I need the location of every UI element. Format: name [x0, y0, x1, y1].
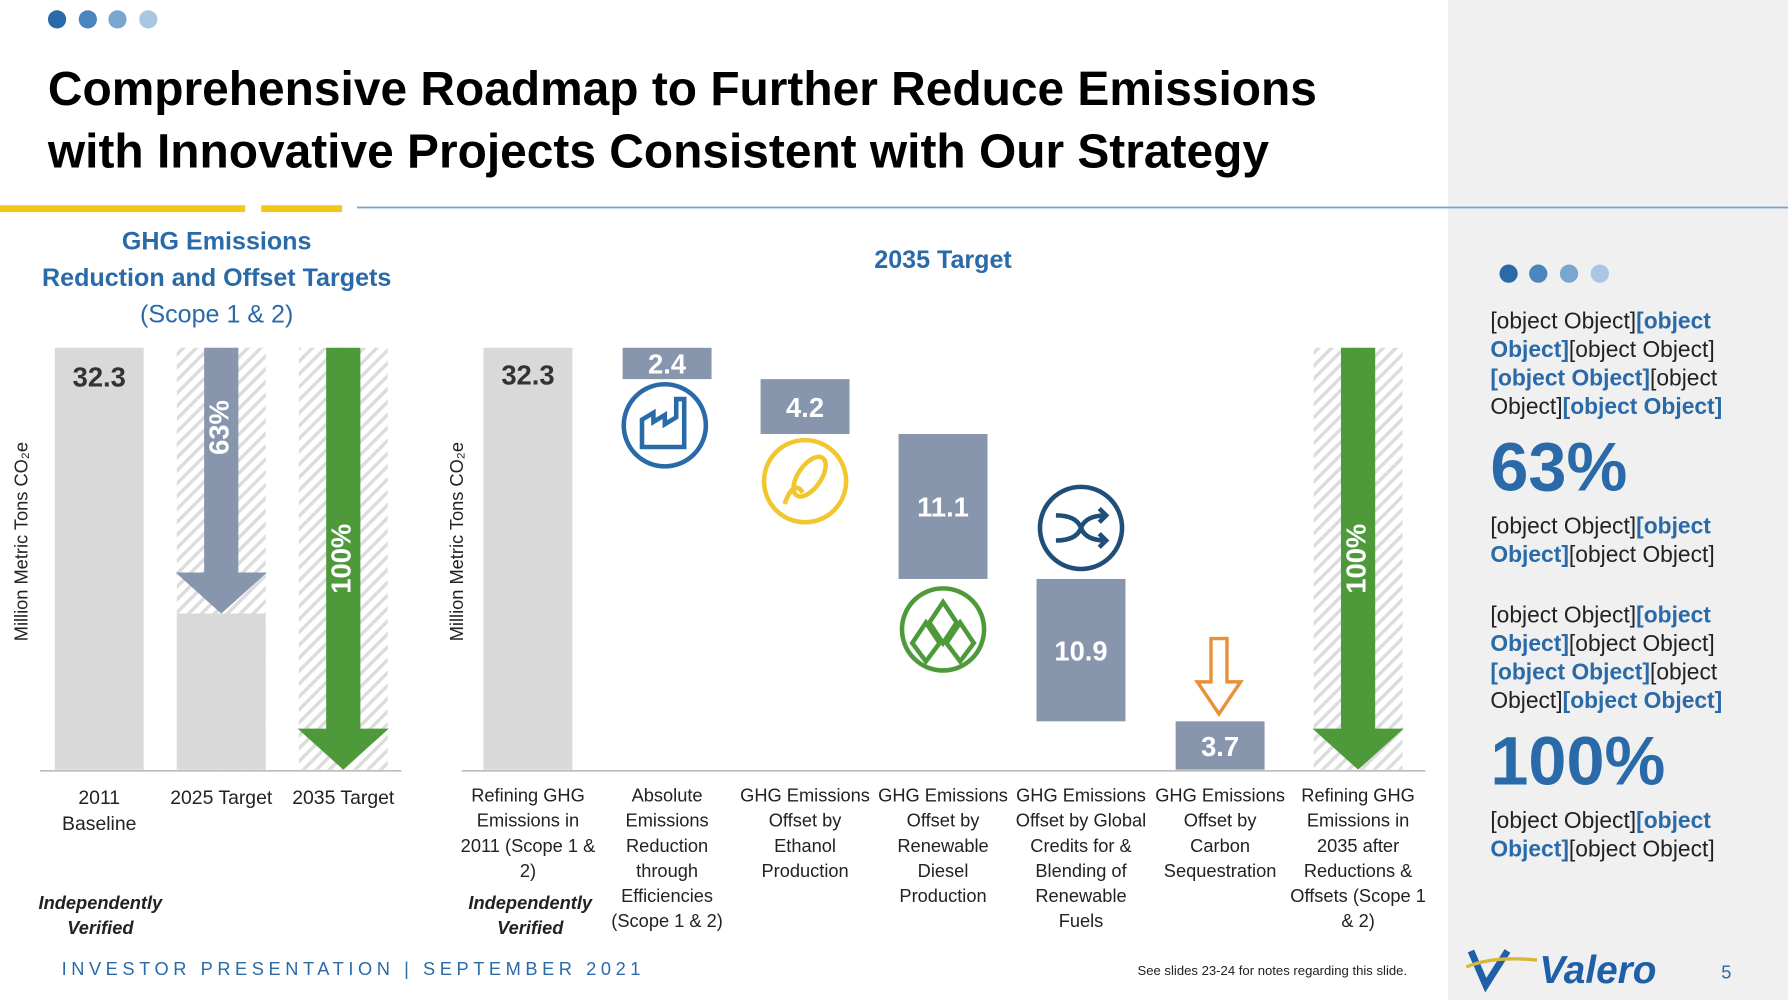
- text: [object Object]: [1568, 836, 1715, 863]
- step-bar: [622, 347, 712, 380]
- footer-left: INVESTOR PRESENTATION | SEPTEMBER 2021: [62, 958, 645, 979]
- x-tick-label: 2035 Target: [292, 786, 395, 809]
- sidebar-tail: [object Object][object Object][object Ob…: [1490, 807, 1769, 864]
- icon-shuffle: [1037, 484, 1125, 572]
- reduction-label: 63%: [203, 400, 234, 455]
- step-bar: [898, 433, 988, 579]
- value-label: 2.4: [648, 349, 687, 380]
- x-tick-label: 2011 Baseline: [62, 786, 137, 835]
- x-tick-label-box: Refining GHG Emissions in 2035 after Red…: [1290, 786, 1426, 932]
- text: [object Object]: [1568, 337, 1715, 363]
- step-bar: [1175, 721, 1265, 770]
- bar: [54, 347, 144, 770]
- value-label: 4.2: [786, 392, 824, 423]
- x-tick-label-box: GHG Emissions Offset by Global Credits f…: [1015, 786, 1147, 932]
- x-tick-label: GHG Emissions Offset by Renewable Diesel…: [878, 786, 1008, 907]
- remaining-bar: [176, 613, 266, 770]
- text: [object Object]: [1568, 631, 1715, 657]
- reduction-arrow: [297, 347, 389, 770]
- highlight: [object Object]: [1490, 660, 1651, 686]
- reduction-arrow: [175, 347, 267, 614]
- note-box: Independently Verified: [38, 893, 163, 939]
- x-tick-label: 2025 Target: [170, 786, 273, 809]
- page-number: 5: [1721, 961, 1731, 982]
- sidebar-lead: [object Object][object Object][object Ob…: [1490, 602, 1769, 716]
- x-tick-label-box: GHG Emissions Offset by Ethanol Producti…: [740, 786, 870, 882]
- sidebar-lead: [object Object][object Object][object Ob…: [1490, 308, 1769, 422]
- text: [object Object]: [1490, 660, 1718, 714]
- icon-corn: [761, 437, 849, 525]
- value-label: 32.3: [73, 362, 126, 393]
- value-label: 11.1: [917, 492, 969, 523]
- sidebar-text: [object Object][object Object][object Ob…: [1490, 308, 1769, 864]
- logo: Valero: [1539, 949, 1656, 992]
- step-bar: [1036, 578, 1126, 722]
- reduction-label: 100%: [325, 524, 356, 594]
- text: [object Object]: [1490, 309, 1637, 335]
- title-line: Comprehensive Roadmap to Further Reduce …: [48, 63, 1317, 116]
- sidebar-figure: 100%: [1490, 722, 1666, 800]
- sidebar-text-box: [object Object][object Object][object Ob…: [1490, 308, 1769, 864]
- icon-factory: [621, 381, 709, 469]
- chart-title: 2035 Target: [874, 246, 1012, 274]
- note-box: Independently Verified: [468, 893, 593, 939]
- text: [object Object]: [1490, 808, 1637, 834]
- icon-arrow: [1194, 636, 1244, 717]
- highlight: [object Object]: [1562, 394, 1723, 420]
- sidebar-bg: [1448, 0, 1788, 1000]
- chart-title: Reduction and Offset Targets: [42, 264, 391, 292]
- footer-note: See slides 23-24 for notes regarding thi…: [1137, 963, 1407, 978]
- x-tick-label-box: Absolute Emissions Reduction through Eff…: [611, 786, 723, 932]
- x-tick-label: Absolute Emissions Reduction through Eff…: [611, 786, 723, 932]
- y-axis-label: Million Metric Tons CO₂e: [446, 442, 467, 641]
- x-tick-label: GHG Emissions Offset by Global Credits f…: [1015, 786, 1147, 932]
- rules: [0, 205, 1788, 213]
- highlight: [object Object]: [1490, 808, 1711, 863]
- x-tick-label-box: 2011 Baseline: [62, 786, 137, 835]
- bar: [483, 347, 573, 770]
- text: [object Object]: [1568, 542, 1715, 568]
- reduction-arrow: [1312, 347, 1404, 770]
- x-tick-label: Refining GHG Emissions in 2011 (Scope 1 …: [460, 786, 596, 882]
- note: Independently Verified: [468, 893, 593, 939]
- x-tick-label: GHG Emissions Offset by Ethanol Producti…: [740, 786, 870, 882]
- dots: [47, 10, 1609, 283]
- x-tick-label: Refining GHG Emissions in 2035 after Red…: [1290, 786, 1426, 932]
- x-tick-label: GHG Emissions Offset by Carbon Sequestra…: [1155, 786, 1285, 882]
- chart-title: (Scope 1 & 2): [140, 301, 293, 329]
- text: [object Object]: [1490, 603, 1637, 629]
- sidebar-figure: 63%: [1490, 428, 1628, 506]
- x-tick-label-box: GHG Emissions Offset by Renewable Diesel…: [878, 786, 1008, 907]
- reduction-label: 100%: [1340, 524, 1371, 594]
- highlight: [object Object]: [1490, 366, 1651, 392]
- highlight: [object Object]: [1490, 603, 1711, 657]
- step-bar: [760, 379, 850, 434]
- highlight: [object Object]: [1490, 309, 1711, 363]
- plots: GHG Emissions Reduction and Offset Target…: [10, 228, 1769, 939]
- logo-mark: [1465, 949, 1538, 993]
- note: Independently Verified: [38, 893, 163, 939]
- title-line: with Innovative Projects Consistent with…: [47, 126, 1269, 179]
- x-tick-label-box: 2035 Target: [292, 786, 395, 809]
- value-label: 32.3: [501, 359, 554, 390]
- value-label: 3.7: [1201, 731, 1239, 762]
- text: [object Object]: [1490, 366, 1718, 420]
- y-axis-label: Million Metric Tons CO₂e: [10, 442, 31, 641]
- chart-title: GHG Emissions: [122, 228, 312, 256]
- x-tick-label-box: GHG Emissions Offset by Carbon Sequestra…: [1155, 786, 1285, 882]
- highlight: [object Object]: [1562, 688, 1723, 714]
- value-label: 10.9: [1054, 635, 1107, 666]
- x-tick-label-box: 2025 Target: [170, 786, 273, 809]
- text: [object Object]: [1490, 514, 1637, 540]
- icon-diesel: [899, 586, 987, 673]
- sidebar-tail: [object Object][object Object][object Ob…: [1490, 513, 1769, 570]
- highlight: [object Object]: [1490, 514, 1711, 568]
- x-tick-label-box: Refining GHG Emissions in 2011 (Scope 1 …: [460, 786, 596, 882]
